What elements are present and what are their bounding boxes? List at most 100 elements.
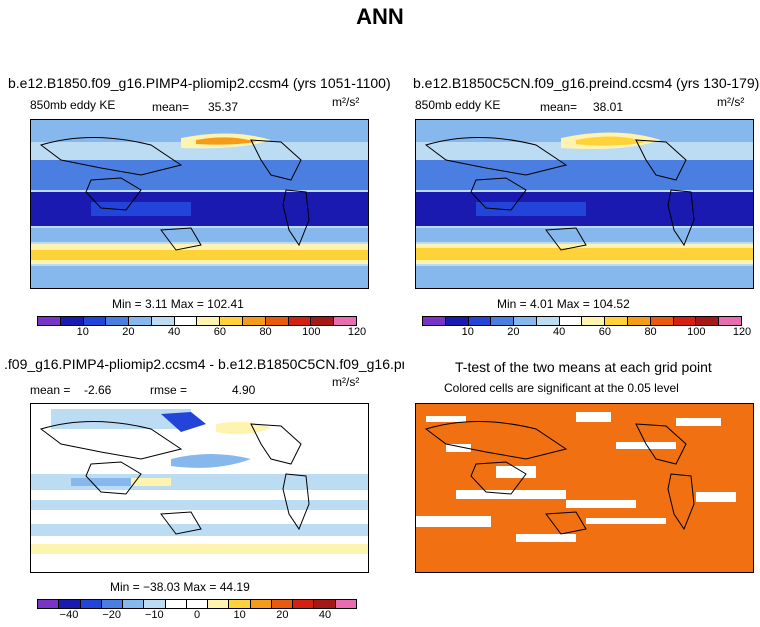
rmse-value: 4.90 (232, 383, 256, 397)
colorbar-tick-label: 60 (213, 326, 226, 338)
colorbar-tick-label: 10 (233, 609, 246, 621)
colorbar-segment (719, 317, 741, 325)
panel-case-title: b.e12.B1850C5CN.f09_g16.preind.ccsm4 (yr… (413, 75, 760, 91)
colorbar-tick-label: −20 (102, 609, 121, 621)
colorbar-segment (335, 600, 356, 608)
colorbar-segment (271, 600, 294, 608)
colorbar-segment (165, 600, 187, 608)
ttest-title: T-test of the two means at each grid poi… (455, 359, 712, 375)
colorbar-tick-label: 60 (598, 326, 611, 338)
colorbar-ticks: 10 20 40 60 80 100 120 (37, 326, 367, 340)
min-max-label: Min = −38.03 Max = 44.19 (110, 580, 250, 594)
map-panel-ttest (415, 403, 754, 573)
colorbar-segment (288, 317, 312, 325)
colorbar-segment (129, 317, 152, 325)
colorbar-segment (536, 317, 560, 325)
colorbar-tick-label: 20 (507, 326, 520, 338)
min-max-label: Min = 4.01 Max = 104.52 (497, 297, 630, 311)
colorbar-segment (423, 317, 446, 325)
units-label: m²/s² (717, 95, 745, 109)
panel-case-title: b.e12.B1850.f09_g16.PIMP4-pliomip2.ccsm4… (8, 75, 391, 91)
colorbar-segment (144, 600, 166, 608)
colorbar-segment (559, 317, 583, 325)
ttest-subtitle: Colored cells are significant at the 0.0… (444, 381, 679, 395)
colorbar-difference (37, 599, 357, 609)
colorbar-segment (80, 600, 102, 608)
colorbar-tick-label: 120 (347, 326, 367, 338)
colorbar-segment (59, 600, 81, 608)
colorbar-segment (208, 600, 230, 608)
colorbar-tick-label: 40 (553, 326, 566, 338)
mean-label: mean= (540, 100, 578, 114)
colorbar-segment (582, 317, 606, 325)
colorbar-tick-label: 20 (276, 609, 289, 621)
colorbar-segment (151, 317, 175, 325)
units-label: m²/s² (332, 375, 360, 389)
colorbar-tick-label: 10 (76, 326, 89, 338)
colorbar-segment (673, 317, 697, 325)
significant-cells (416, 404, 753, 572)
colorbar-tick-label: 0 (193, 609, 201, 621)
colorbar-segment (83, 317, 107, 325)
colorbar-segment (38, 317, 61, 325)
mean-label: mean = (30, 383, 71, 397)
colorbar-segment (514, 317, 537, 325)
colorbar-tick-label: −40 (59, 609, 79, 621)
colorbar-segment (186, 600, 209, 608)
map-panel-difference (30, 403, 369, 573)
colorbar-tick-label: 100 (687, 326, 706, 338)
colorbar-ticks: 10 20 40 60 80 100 120 (422, 326, 752, 340)
colorbar-segment (468, 317, 492, 325)
mean-value: 38.01 (593, 100, 624, 114)
eddy-ke-map-pliomip (31, 120, 368, 288)
colorbar-segment (106, 317, 130, 325)
colorbar-segment (314, 600, 336, 608)
page-title: ANN (356, 4, 404, 29)
colorbar-tick-label: 40 (318, 609, 332, 621)
colorbar-segment (250, 600, 272, 608)
mean-value: -2.66 (84, 383, 112, 397)
ttest-significance-map (416, 404, 753, 572)
panel-case-title: .f09_g16.PIMP4-pliomip2.ccsm4 - b.e12.B1… (4, 356, 404, 372)
colorbar-tick-label: 100 (302, 326, 321, 338)
colorbar-tick-label: 80 (259, 326, 272, 338)
colorbar-segment (229, 600, 251, 608)
colorbar-segment (101, 600, 124, 608)
colorbar-segment (38, 600, 60, 608)
colorbar-control (37, 316, 357, 326)
map-panel-preind (415, 119, 754, 289)
colorbar-segment (293, 600, 315, 608)
colorbar-tick-label: −10 (144, 609, 164, 621)
eddy-ke-map-preind (416, 120, 753, 288)
variable-label: 850mb eddy KE (30, 98, 116, 112)
colorbar-segment (628, 317, 651, 325)
colorbar-segment (174, 317, 198, 325)
colorbar-segment (445, 317, 469, 325)
colorbar-segment (243, 317, 266, 325)
map-panel-control (30, 119, 369, 289)
units-label: m²/s² (332, 95, 360, 109)
colorbar-segment (696, 317, 720, 325)
colorbar-ticks: −40 −20 −10 0 10 20 40 (37, 609, 357, 623)
mean-label: mean= (152, 100, 190, 114)
variable-label: 850mb eddy KE (415, 98, 501, 112)
colorbar-segment (220, 317, 244, 325)
colorbar-segment (60, 317, 84, 325)
colorbar-segment (265, 317, 289, 325)
colorbar-segment (123, 600, 145, 608)
colorbar-tick-label: 10 (461, 326, 474, 338)
colorbar-segment (650, 317, 674, 325)
colorbar-tick-label: 20 (122, 326, 135, 338)
eddy-ke-difference-map (31, 404, 368, 572)
colorbar-segment (311, 317, 335, 325)
rmse-label: rmse = (150, 383, 188, 397)
colorbar-segment (197, 317, 221, 325)
colorbar-tick-label: 40 (168, 326, 181, 338)
colorbar-segment (605, 317, 629, 325)
colorbar-segment (334, 317, 356, 325)
mean-value: 35.37 (208, 100, 239, 114)
colorbar-preind (422, 316, 742, 326)
colorbar-tick-label: 120 (732, 326, 752, 338)
colorbar-segment (491, 317, 515, 325)
min-max-label: Min = 3.11 Max = 102.41 (112, 297, 244, 311)
